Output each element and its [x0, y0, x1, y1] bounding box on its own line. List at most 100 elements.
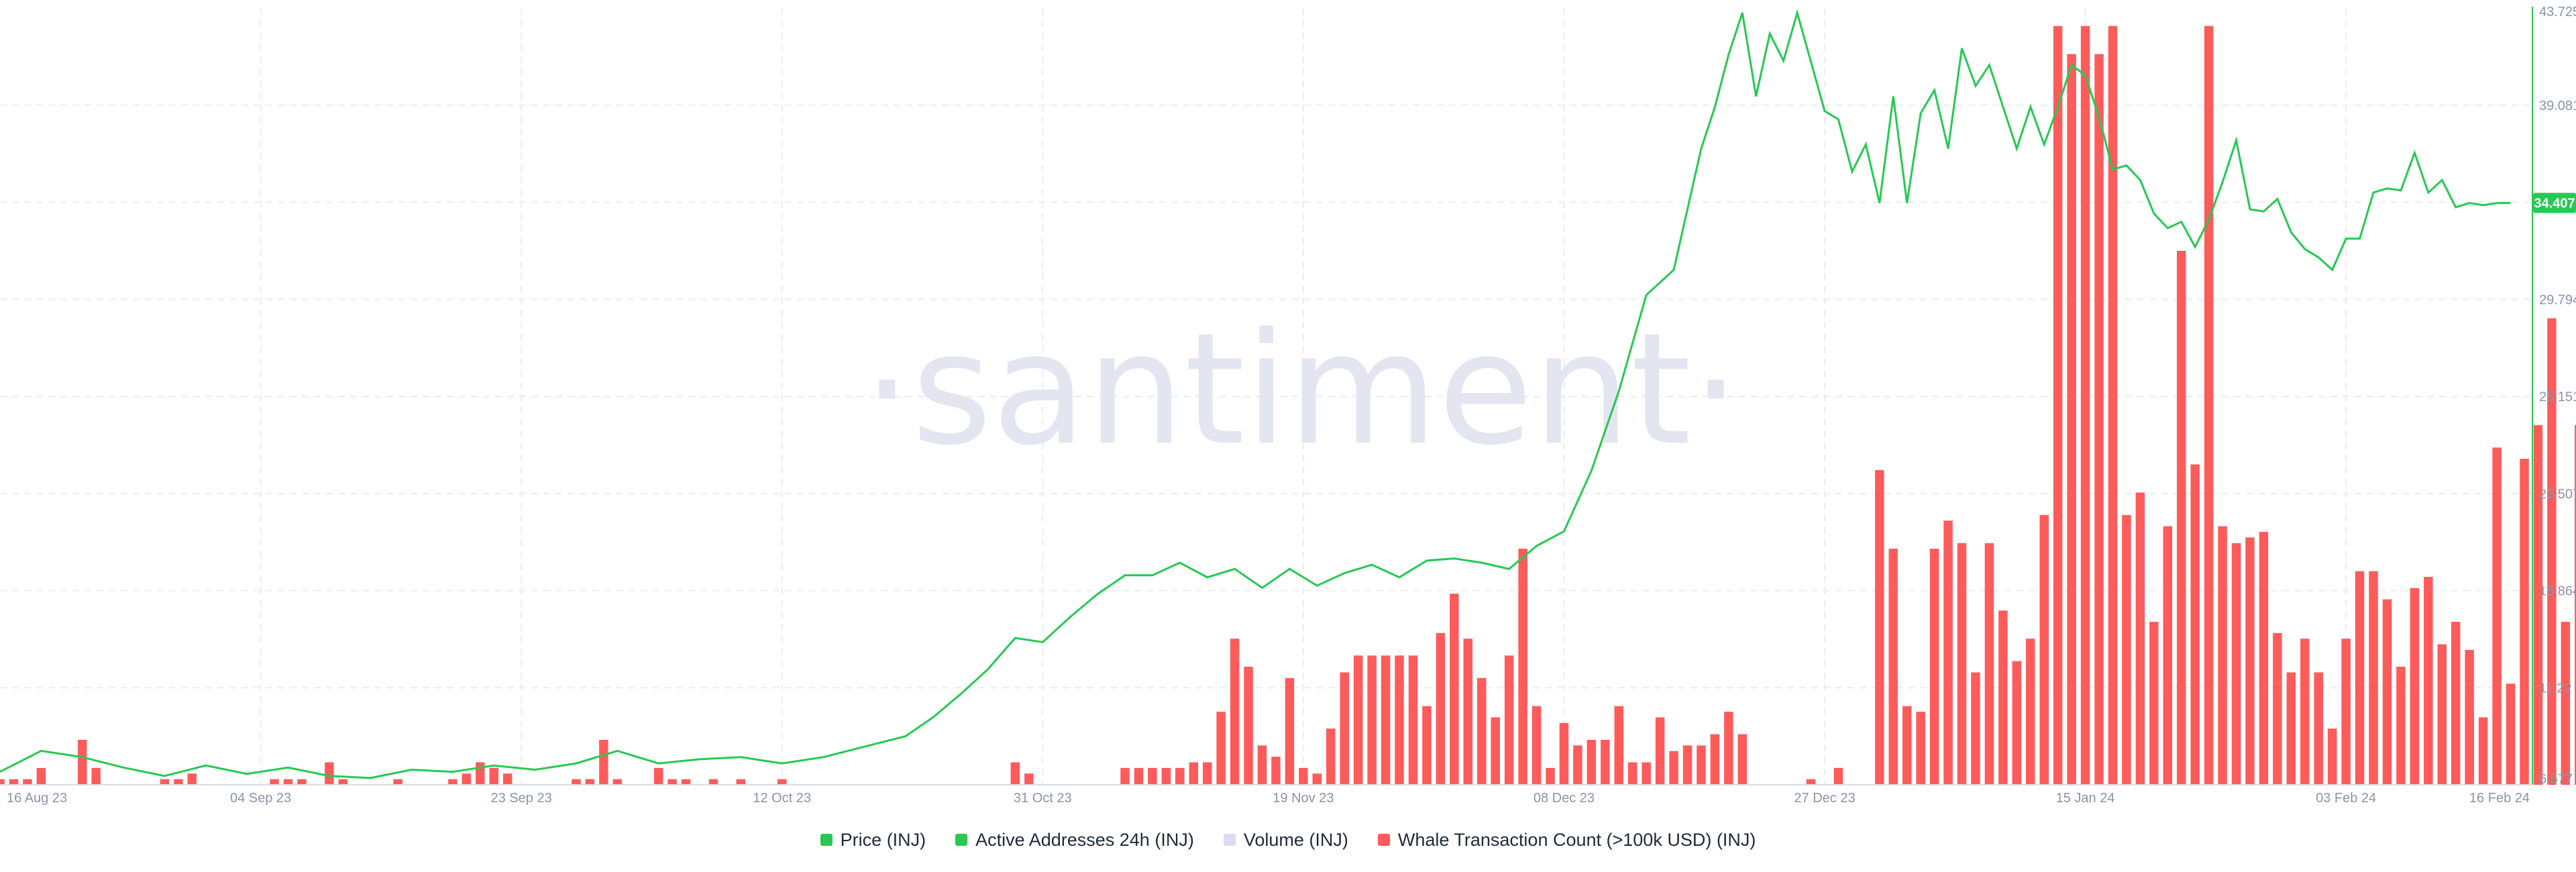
y-tick-label: 15.864	[2539, 584, 2576, 599]
whale-bar	[2382, 599, 2392, 785]
whale-bar	[1463, 639, 1473, 785]
watermark: ·santiment·	[863, 301, 1740, 480]
whale-bar	[2506, 684, 2516, 785]
whale-bar	[2026, 639, 2035, 785]
whale-bar	[91, 767, 101, 785]
whale-bar	[1559, 722, 1569, 785]
whale-bar	[2547, 318, 2557, 785]
x-tick-label: 15 Jan 24	[2056, 791, 2115, 806]
whale-bar	[2355, 571, 2365, 785]
price-tag: 34.407	[2533, 193, 2576, 213]
whale-bar	[1285, 677, 1295, 785]
whale-bar	[1546, 767, 1555, 785]
legend-item-active-addresses[interactable]: Active Addresses 24h (INJ)	[955, 830, 1194, 851]
legend-item-price[interactable]: Price (INJ)	[820, 830, 926, 851]
y-tick-label: 29.794	[2539, 292, 2576, 307]
y-tick-label: 39.081	[2539, 99, 2576, 113]
x-tick-label: 03 Feb 24	[2316, 791, 2376, 806]
whale-bar	[1189, 762, 1198, 785]
whale-bar	[572, 779, 581, 785]
whale-bar	[1573, 745, 1582, 785]
whale-bar	[1326, 728, 1336, 785]
x-tick-label: 12 Oct 23	[753, 791, 811, 806]
whale-bar	[681, 779, 691, 785]
whale-bar	[1710, 734, 1720, 785]
whale-bar	[2273, 633, 2282, 785]
whale-bar	[1148, 767, 1157, 785]
whale-bar	[1875, 470, 1884, 785]
whale-bar	[1614, 706, 1623, 785]
whale-bar	[476, 762, 485, 785]
whale-bar	[1518, 549, 1527, 785]
whale-bar	[2012, 661, 2022, 785]
whale-bar	[1642, 762, 1651, 785]
whale-bar	[2122, 514, 2131, 785]
legend-label-price: Price (INJ)	[840, 829, 926, 850]
whale-bar	[325, 762, 334, 785]
legend-label-whale-transactions: Whale Transaction Count (>100k USD) (INJ…	[1397, 829, 1756, 850]
whale-bar	[489, 767, 498, 785]
whale-bar	[393, 779, 402, 785]
legend: Price (INJ) Active Addresses 24h (INJ) V…	[0, 826, 2576, 853]
y-tick-label: 20.507	[2539, 487, 2576, 502]
legend-item-whale-transactions[interactable]: Whale Transaction Count (>100k USD) (INJ…	[1377, 829, 1756, 851]
x-tick-label: 08 Dec 23	[1534, 791, 1595, 806]
whale-bar	[1134, 767, 1144, 785]
whale-bar	[2080, 25, 2090, 785]
whale-bar	[2259, 531, 2269, 785]
x-tick-label: 16 Aug 23	[7, 791, 67, 806]
whale-bar	[283, 779, 293, 785]
whale-bar	[1669, 751, 1678, 785]
whale-bar	[2108, 25, 2118, 785]
whale-bar	[1601, 739, 1610, 785]
whale-bar	[36, 767, 46, 785]
whale-bar	[1902, 706, 1912, 785]
legend-label-volume: Volume (INJ)	[1243, 829, 1348, 850]
whale-bar	[1957, 543, 1967, 785]
whale-bar	[599, 739, 608, 785]
whale-bar	[653, 767, 663, 785]
whale-bar	[2451, 621, 2461, 785]
whale-bar	[2039, 514, 2049, 785]
whale-bar	[1422, 706, 1432, 785]
whale-bar	[1299, 767, 1308, 785]
whale-bar	[1532, 706, 1542, 785]
whale-bar	[1477, 677, 1487, 785]
whale-bar	[23, 779, 32, 785]
whale-bar	[2176, 250, 2186, 785]
whale-bar	[270, 779, 279, 785]
whale-bar	[2286, 672, 2296, 785]
legend-swatch-price	[820, 834, 833, 846]
whale-bar	[502, 773, 513, 785]
whale-bar	[2465, 649, 2474, 785]
whale-bar	[1230, 639, 1240, 785]
whale-bar	[2561, 621, 2571, 785]
y-tick-label: 43.725	[2539, 5, 2576, 19]
legend-item-volume[interactable]: Volume (INJ)	[1223, 829, 1348, 851]
price-tag-box	[2533, 193, 2576, 213]
whale-bar	[1655, 717, 1665, 785]
legend-swatch-active-addresses	[955, 834, 968, 846]
whale-bar	[777, 779, 787, 785]
whale-bar	[1367, 655, 1377, 785]
whale-bar	[2314, 672, 2323, 785]
whale-bar	[2492, 447, 2502, 785]
whale-bar	[1627, 762, 1638, 785]
whale-bar	[1381, 655, 1391, 785]
x-tick-label: 04 Sep 23	[230, 791, 291, 806]
whale-bar	[1943, 521, 1953, 785]
whale-bar	[1806, 779, 1816, 785]
whale-bar	[2053, 25, 2063, 785]
whale-bar	[2341, 639, 2351, 785]
whale-bar	[1984, 543, 1994, 785]
x-axis-ticks: 16 Aug 23 04 Sep 23 23 Sep 23 12 Oct 23 31 O…	[7, 791, 2530, 806]
whale-bar	[1450, 594, 1459, 785]
whale-bar	[2327, 728, 2337, 785]
whale-bar	[2245, 537, 2255, 785]
whale-bar	[1175, 767, 1185, 785]
whale-bar	[1971, 672, 1980, 785]
whale-bar	[2533, 425, 2543, 785]
legend-swatch-whale-transactions	[1377, 834, 1390, 846]
whale-bar	[2520, 458, 2529, 785]
